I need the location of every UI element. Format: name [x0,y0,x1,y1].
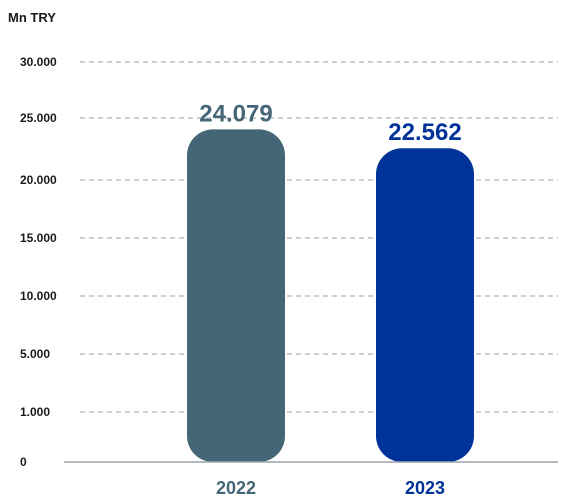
y-tick-labels: 0 1.000 5.000 10.000 15.000 20.000 25.000 30.00… [20,55,57,469]
y-tick-label: 30.000 [20,55,57,69]
y-tick-label: 25.000 [20,111,57,125]
category-labels: 2022 2023 [216,478,445,498]
data-label-2023: 22.562 [388,119,461,146]
gridlines [80,61,558,413]
data-labels: 24.079 22.562 [199,100,461,146]
y-tick-label: 1.000 [20,405,50,419]
bar-2023 [376,148,474,462]
y-tick-label: 20.000 [20,173,57,187]
category-label-2023: 2023 [405,478,445,498]
y-axis-unit-label: Mn TRY [8,10,56,25]
bar-2022 [187,129,285,462]
bars [187,129,474,462]
y-tick-label: 0 [20,455,27,469]
category-label-2022: 2022 [216,478,256,498]
y-tick-label: 10.000 [20,289,57,303]
y-tick-label: 5.000 [20,347,50,361]
y-tick-label: 15.000 [20,231,57,245]
data-label-2022: 24.079 [199,100,272,127]
